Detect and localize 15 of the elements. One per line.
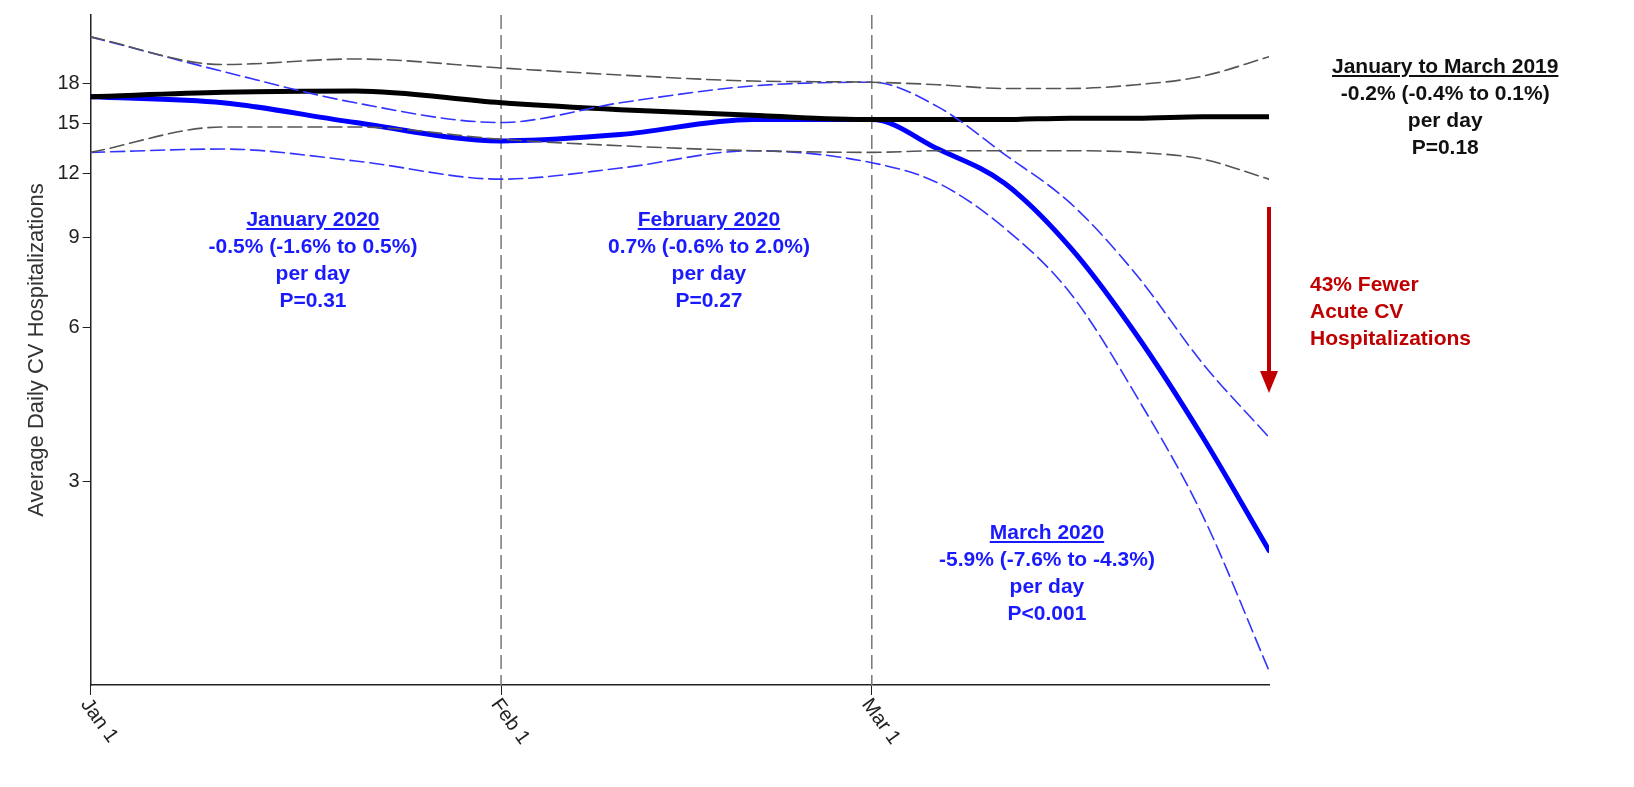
text: 43% Fewer Acute CV Hospitalizations [1310,271,1472,351]
y-tick-label: 12 [57,161,80,184]
x-tick-label: Mar 1 [858,693,906,748]
y-axis-title: Average Daily CV Hospitalizations [23,183,49,517]
x-tick-label: Feb 1 [487,693,536,748]
y-tick-label: 9 [68,224,80,247]
x-tick-label: Jan 1 [76,693,124,747]
annotation: March 2020 -5.9% (-7.6% to -4.3%) per day P<0.001 [939,519,1155,626]
y-tick-label: 15 [57,111,80,134]
y-tick-label: 3 [68,468,80,491]
y-tick-label: 6 [68,315,80,338]
text: January to March 2019 -0.2% (-0.4% to 0.1%) per day P=0.18 [1332,53,1559,160]
annotation: January 2020 -0.5% (-1.6% to 0.5%) per day P=0.31 [208,206,418,313]
y-tick-label: 18 [57,71,80,93]
annotation: February 2020 0.7% (-0.6% to 2.0%) per day P=0.27 [608,206,810,313]
